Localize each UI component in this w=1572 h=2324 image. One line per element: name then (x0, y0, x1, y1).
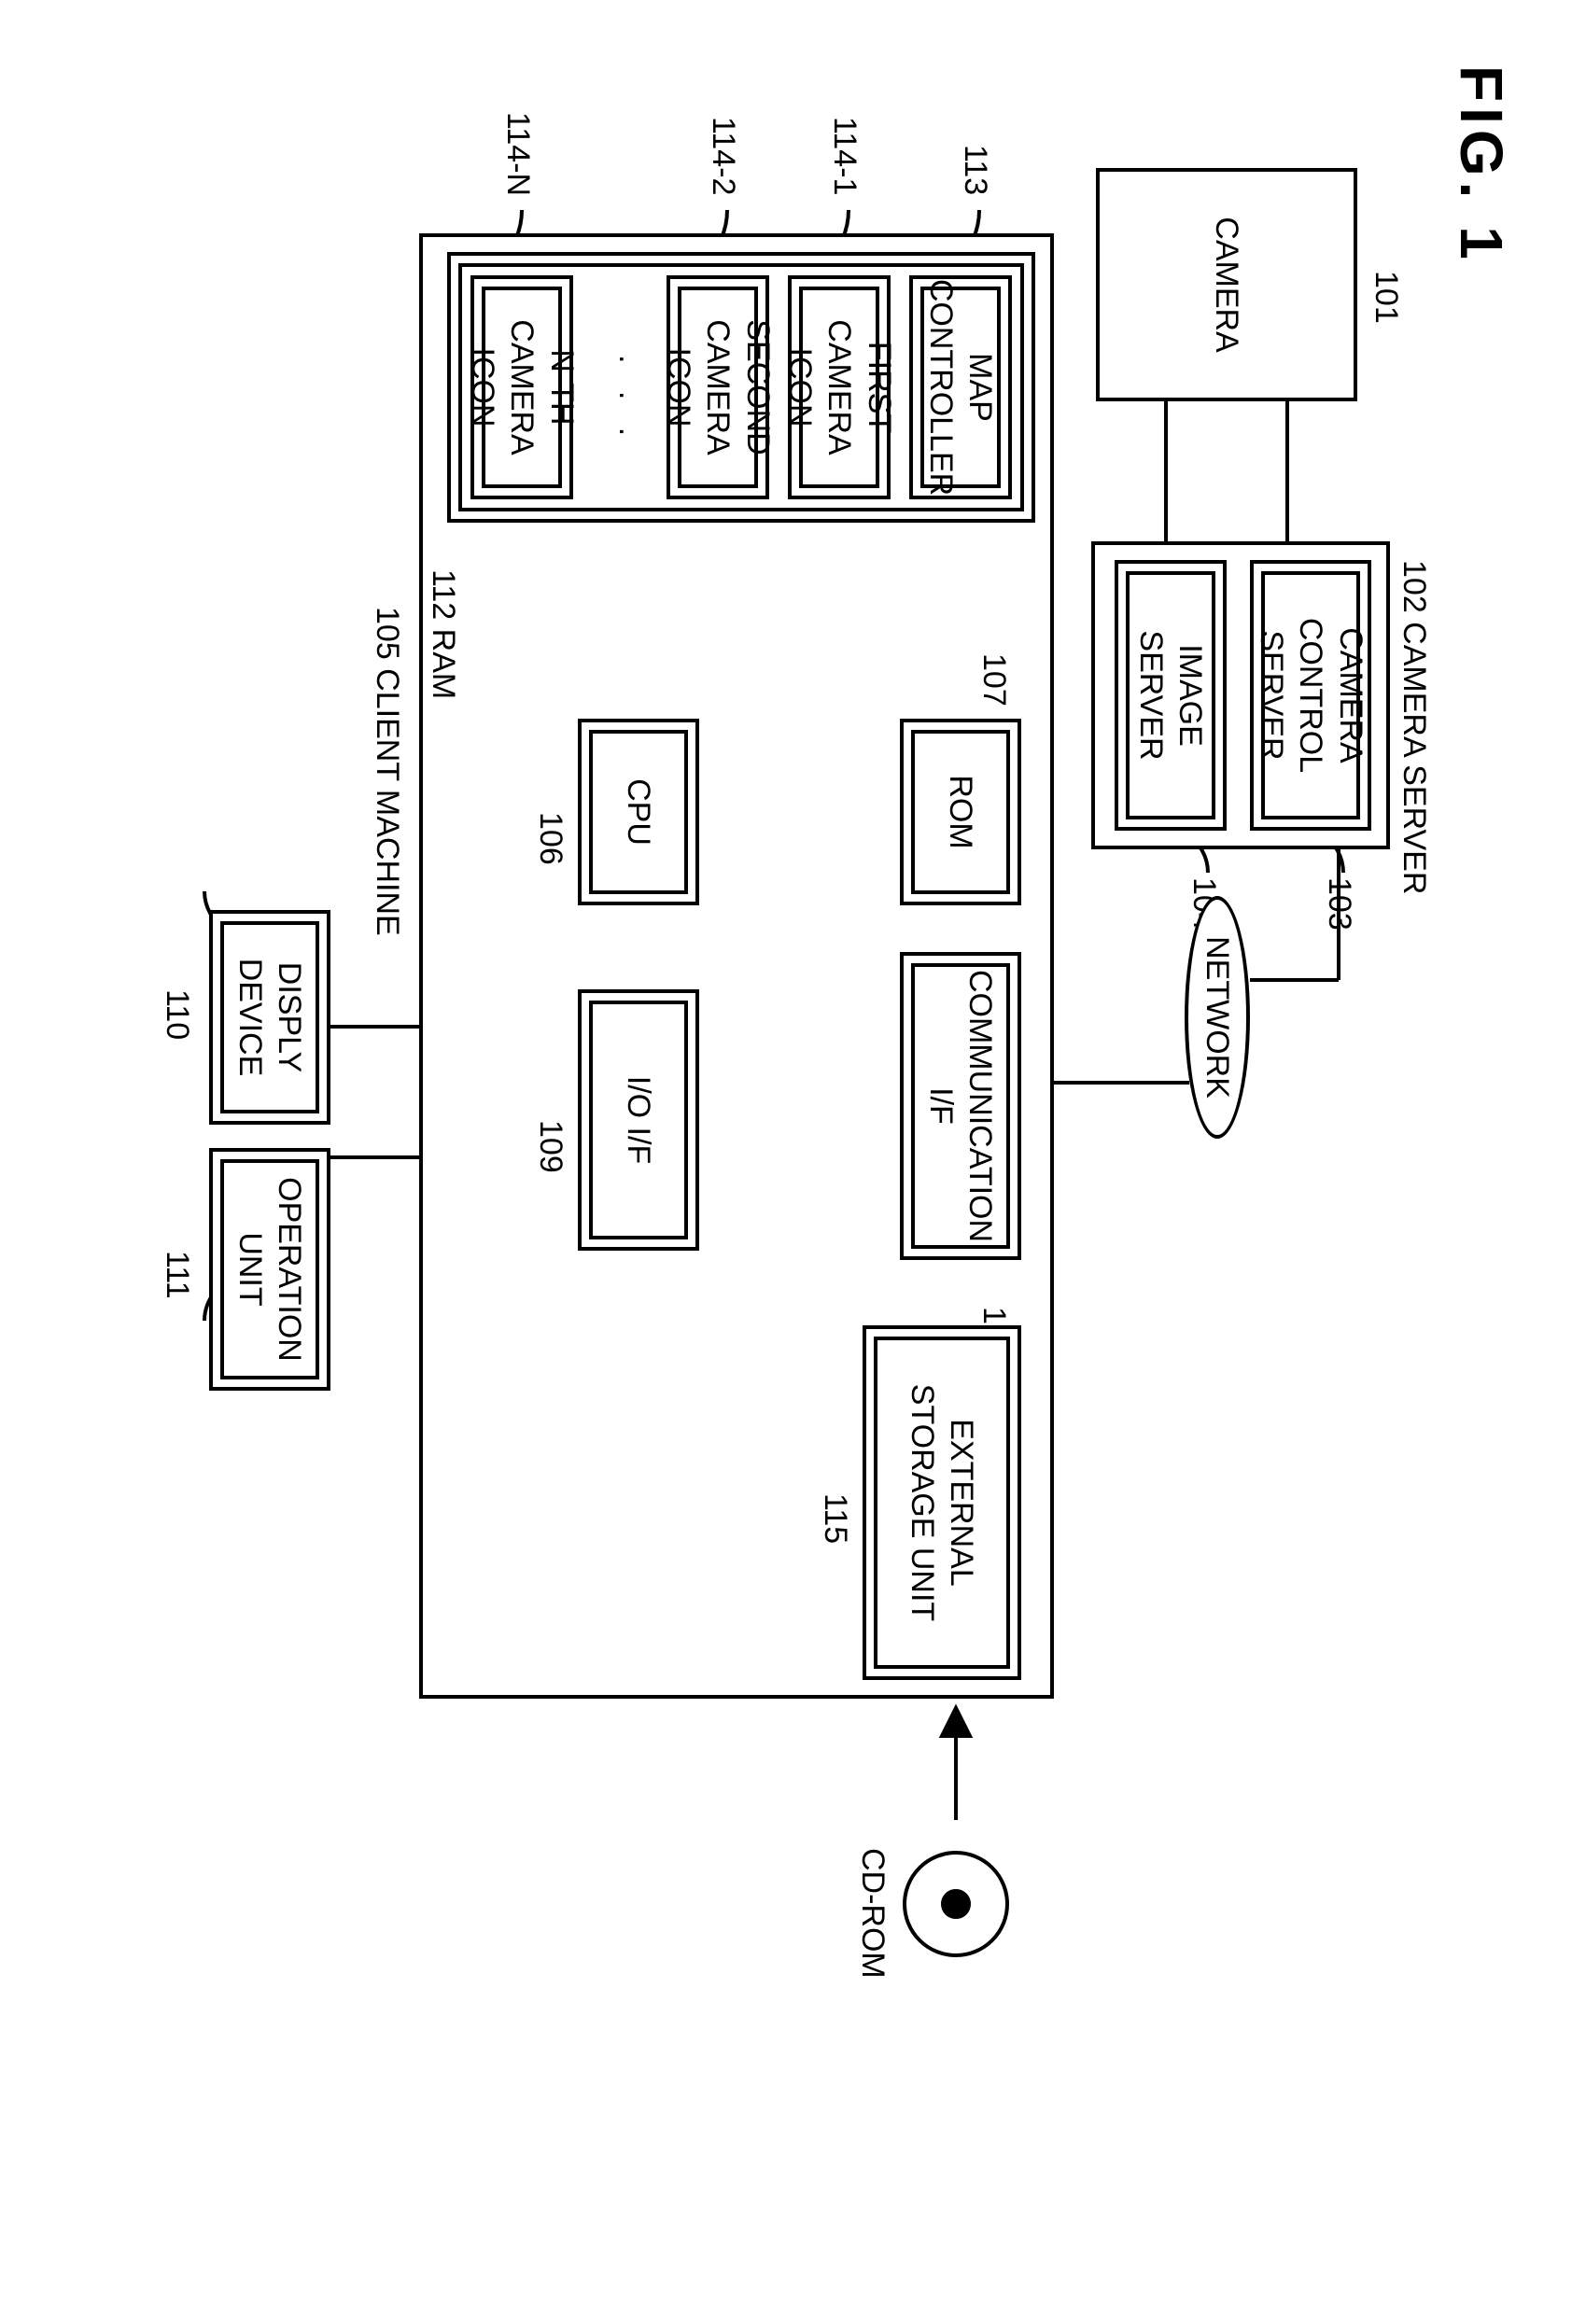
ram-ref: 112 RAM (425, 569, 461, 699)
image-server-box: IMAGE SERVER (1115, 560, 1227, 831)
second-camera-icon-label: SECOND CAMERA ICON (658, 290, 778, 484)
second-camera-icon-ref: 114-2 (705, 117, 741, 195)
display-device-label: DISPLY DEVICE (231, 959, 310, 1077)
nth-camera-icon-ref: 114-N (499, 112, 536, 196)
image-server-label: IMAGE SERVER (1131, 630, 1211, 760)
io-if-box: I/O I/F (578, 989, 699, 1251)
operation-unit-box: OPERATION UNIT (209, 1148, 330, 1391)
first-camera-icon-ref: 114-1 (826, 117, 863, 195)
nth-camera-icon-box: N-TH CAMERA ICON (470, 275, 573, 499)
cdrom-label: CD-ROM (854, 1848, 891, 1979)
nth-camera-icon-label: N-TH CAMERA ICON (462, 290, 582, 484)
rom-box: ROM (900, 719, 1021, 905)
network-label: NETWORK (1200, 936, 1236, 1099)
operation-unit-ref: 111 (159, 1251, 195, 1299)
camera-control-server-box: CAMERA CONTROL SERVER (1250, 560, 1371, 831)
external-storage-box: EXTERNAL STORAGE UNIT (863, 1325, 1021, 1680)
network-node: NETWORK (1185, 896, 1250, 1139)
rom-label: ROM (941, 775, 981, 848)
second-camera-icon-box: SECOND CAMERA ICON (667, 275, 769, 499)
external-storage-ref: 115 (817, 1493, 853, 1544)
diagram-stage: FIG. 1 CAMERA 101 102 CAMERA SERVER CAME… (0, 0, 1572, 2324)
camera-control-server-label: CAMERA CONTROL SERVER (1251, 618, 1370, 773)
comm-if-label: COMMUNICATION I/F (921, 970, 1001, 1242)
map-controller-box: MAP CONTROLLER (909, 275, 1012, 499)
operation-unit-label: OPERATION UNIT (231, 1177, 310, 1362)
rom-ref: 107 (975, 653, 1012, 707)
camera-label: CAMERA (1207, 217, 1247, 352)
comm-if-box: COMMUNICATION I/F (900, 952, 1021, 1260)
cpu-label: CPU (619, 778, 659, 846)
ram-dots: . . . (611, 355, 648, 445)
camera-control-server-ref: 103 (1321, 877, 1357, 931)
display-device-ref: 110 (159, 989, 195, 1040)
client-machine-title: 105 CLIENT MACHINE (369, 607, 405, 936)
figure-label: FIG. 1 (1447, 65, 1516, 265)
first-camera-icon-label: FIRST CAMERA ICON (779, 290, 899, 484)
cpu-ref: 106 (532, 812, 568, 865)
io-if-ref: 109 (532, 1120, 568, 1173)
map-controller-ref: 113 (957, 145, 993, 195)
camera-server-title: 102 CAMERA SERVER (1396, 560, 1432, 894)
cpu-box: CPU (578, 719, 699, 905)
camera-ref: 101 (1368, 271, 1404, 324)
display-device-box: DISPLY DEVICE (209, 910, 330, 1125)
camera-box: CAMERA (1096, 168, 1357, 401)
map-controller-label: MAP CONTROLLER (921, 279, 1001, 496)
io-if-label: I/O I/F (619, 1076, 659, 1164)
first-camera-icon-box: FIRST CAMERA ICON (788, 275, 891, 499)
external-storage-label: EXTERNAL STORAGE UNIT (903, 1384, 982, 1621)
